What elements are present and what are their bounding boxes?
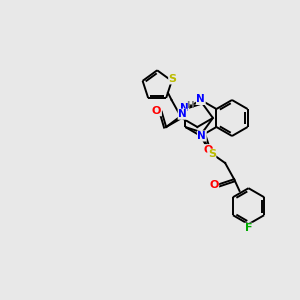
Text: N: N [180,103,189,113]
Text: O: O [209,180,219,190]
Text: H: H [187,101,194,110]
Text: N: N [197,131,206,141]
Text: N: N [178,109,187,119]
Text: S: S [169,74,177,84]
Text: O: O [203,145,213,155]
Text: S: S [208,149,216,159]
Text: O: O [152,106,161,116]
Text: N: N [196,94,205,104]
Text: F: F [245,223,252,233]
